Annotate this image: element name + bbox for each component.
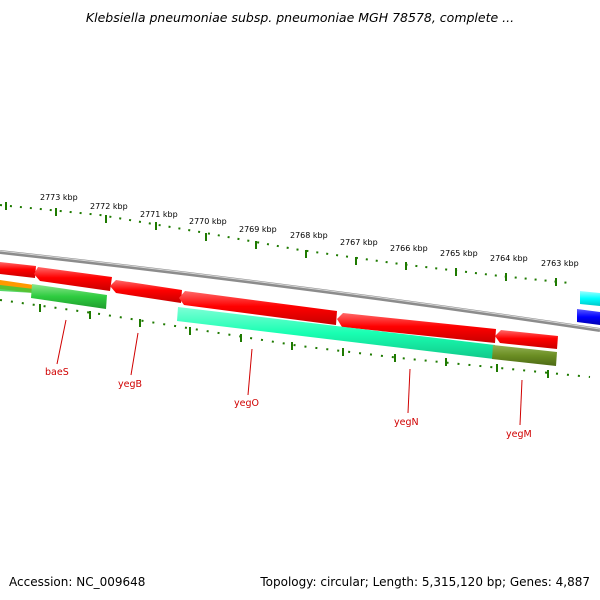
gene-label-yegB[interactable]: yegB (118, 379, 142, 390)
outer-ruler-major-ticks (5, 202, 557, 286)
outer-ruler: 2773 kbp 2772 kbp 2771 kbp 2770 kbp 2769… (0, 193, 579, 286)
inner-ruler (0, 299, 591, 378)
cds-reverse[interactable] (31, 284, 107, 309)
kbp-label: 2771 kbp (140, 210, 178, 219)
kbp-label: 2765 kbp (440, 249, 478, 258)
gene-label-yegN[interactable]: yegN (394, 417, 419, 428)
forward-strand (0, 262, 600, 349)
kbp-label: 2766 kbp (390, 244, 428, 253)
cds-forward[interactable] (337, 313, 496, 343)
cds-forward[interactable] (577, 309, 600, 325)
kbp-label: 2767 kbp (340, 238, 378, 247)
cds-reverse[interactable] (492, 345, 557, 366)
gene-label-leader (247, 348, 253, 396)
outer-ruler-labels: 2773 kbp 2772 kbp 2771 kbp 2770 kbp 2769… (40, 193, 579, 268)
cds-forward[interactable] (110, 280, 182, 303)
gene-label-leader (519, 379, 523, 426)
accession-text: Accession: NC_009648 (9, 575, 146, 589)
inner-ruler-minor-ticks (0, 299, 591, 378)
genome-backbone (0, 250, 600, 332)
gene-labels: baeS yegB yegO yegN yegM (45, 319, 532, 440)
gene-label-leader (130, 332, 139, 376)
cds-reverse[interactable] (177, 307, 495, 359)
kbp-label: 2770 kbp (189, 217, 227, 226)
reverse-strand (0, 280, 557, 366)
kbp-label: 2772 kbp (90, 202, 128, 211)
genome-backbone-shine (0, 250, 600, 330)
gene-label-yegO[interactable]: yegO (234, 398, 259, 409)
cds-forward[interactable] (34, 267, 112, 291)
kbp-label: 2773 kbp (40, 193, 78, 202)
cds-forward[interactable] (580, 291, 600, 306)
cds-forward[interactable] (0, 262, 36, 278)
kbp-label: 2768 kbp (290, 231, 328, 240)
cds-reverse[interactable] (0, 285, 34, 293)
kbp-label: 2763 kbp (541, 259, 579, 268)
cds-forward[interactable] (495, 330, 558, 349)
gene-label-yegM[interactable]: yegM (506, 429, 532, 440)
map-title: Klebsiella pneumoniae subsp. pneumoniae … (85, 10, 515, 25)
kbp-label: 2764 kbp (490, 254, 528, 263)
inner-ruler-major-ticks (39, 304, 549, 378)
gene-label-leader (407, 368, 411, 414)
topology-text: Topology: circular; Length: 5,315,120 bp… (260, 575, 590, 589)
outer-ruler-minor-ticks (0, 204, 571, 284)
kbp-label: 2769 kbp (239, 225, 277, 234)
gene-label-leader (56, 319, 67, 365)
gene-label-baeS[interactable]: baeS (45, 367, 69, 378)
cds-forward[interactable] (179, 291, 337, 325)
